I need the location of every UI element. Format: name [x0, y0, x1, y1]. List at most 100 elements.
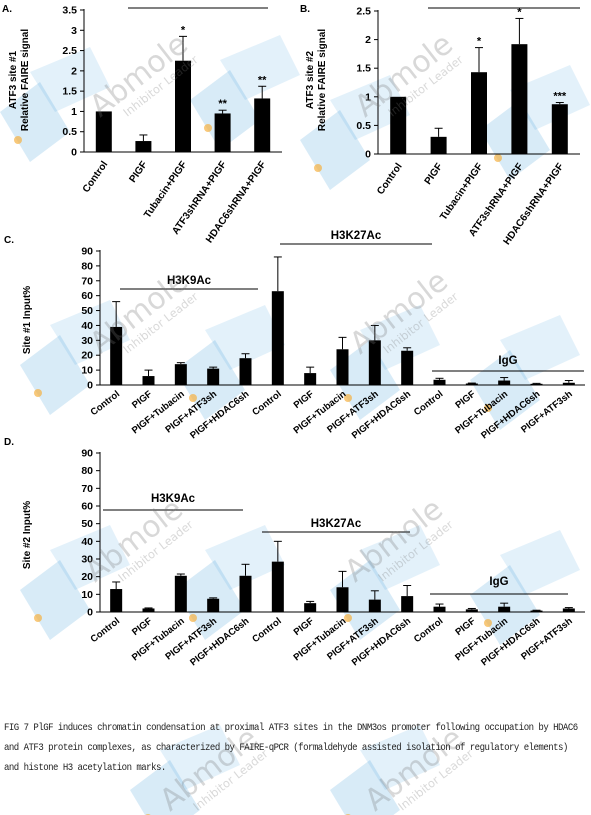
y-tick-label: 2.5 [62, 45, 77, 57]
bar [207, 598, 220, 612]
bar [254, 98, 271, 152]
bar [368, 599, 381, 612]
watermark-logo-dot [344, 394, 352, 402]
group-label: H3K9Ac [167, 275, 212, 287]
watermark-logo-shape [300, 110, 370, 190]
watermark-logo-dot [14, 136, 22, 144]
watermark-logo-shape [330, 560, 400, 640]
watermark-logo-shape [470, 350, 540, 430]
category-label: PIGF [453, 616, 477, 638]
significance-mark: *** [553, 91, 567, 103]
y-tick-label: 60 [81, 290, 93, 302]
bar [336, 349, 349, 385]
y-tick-label: 90 [81, 448, 93, 460]
category-label: PIGF [292, 616, 316, 638]
y-tick-label: 2.5 [356, 6, 371, 18]
y-tick-label: 1.5 [62, 86, 77, 98]
y-axis-label: Site #1 Input% [22, 286, 33, 354]
bar [95, 111, 112, 152]
watermark-logo-dot [494, 154, 502, 162]
y-tick-label: 10 [81, 589, 93, 601]
category-label: Tubacin+PIGF [142, 159, 189, 220]
watermark-logo-dot [204, 124, 212, 132]
category-label: Control [89, 616, 122, 645]
y-tick-label: 0 [365, 149, 371, 161]
watermark-logo-shape [360, 725, 440, 790]
watermark-logo-shape [360, 525, 440, 590]
y-tick-label: 50 [81, 305, 93, 317]
bar [465, 609, 478, 612]
y-axis-label: Site #2 Input% [22, 501, 33, 569]
watermark-logo-dot [189, 394, 197, 402]
y-tick-label: 0.5 [62, 126, 77, 138]
y-axis-label-line: Site #2 Input% [22, 501, 33, 569]
bar [430, 136, 447, 154]
bar [551, 104, 568, 154]
group-label: H3K27Ac [331, 230, 382, 242]
watermark-logo-dot [484, 619, 492, 627]
watermark-logo-dot [189, 614, 197, 622]
category-label: Control [412, 616, 445, 645]
y-axis-label-line: ATF3 site #2 [305, 50, 316, 109]
significance-mark: * [181, 24, 186, 36]
bar [271, 291, 284, 385]
y-tick-label: 1 [365, 91, 371, 103]
watermark-logo-shape [500, 530, 580, 595]
category-label: PIGF [127, 159, 149, 184]
y-tick-label: 30 [81, 554, 93, 566]
bar [304, 603, 317, 612]
significance-mark: * [517, 6, 522, 18]
bar [530, 383, 543, 385]
y-tick-label: 1 [71, 106, 77, 118]
significance-mark: ** [218, 98, 227, 110]
group-label: IgG [489, 576, 508, 588]
bar [390, 96, 407, 154]
panel-label: D. [4, 437, 14, 448]
bar [401, 350, 414, 385]
watermark-logo-dot [34, 389, 42, 397]
watermark-logo-shape [205, 305, 285, 370]
watermark-logo-shape [510, 65, 590, 130]
y-tick-label: 10 [81, 365, 93, 377]
bar [498, 606, 511, 612]
y-tick-label: 40 [81, 536, 93, 548]
panel-label: A. [2, 4, 12, 15]
y-tick-label: 80 [81, 260, 93, 272]
bar [433, 379, 446, 385]
y-axis-label: ATF3 site #2 Relative FAIRE signal [305, 29, 328, 131]
y-tick-label: 80 [81, 465, 93, 477]
y-tick-label: 20 [81, 350, 93, 362]
bar [433, 606, 446, 612]
bar [110, 589, 123, 612]
y-tick-label: 40 [81, 320, 93, 332]
watermark-logo-dot [484, 404, 492, 412]
y-tick-label: 30 [81, 335, 93, 347]
bar [207, 368, 220, 385]
bar [239, 358, 252, 385]
bar [135, 141, 152, 152]
y-tick-label: 60 [81, 501, 93, 513]
category-label: Control [89, 389, 122, 418]
watermark-logo-shape [330, 760, 400, 815]
bar [174, 575, 187, 612]
watermark-logo-shape [20, 335, 90, 415]
category-label: Control [81, 159, 111, 195]
y-axis-label-line: Relative FAIRE signal [317, 29, 328, 131]
y-tick-label: 50 [81, 518, 93, 530]
y-tick-label: 2 [71, 65, 77, 77]
group-label: H3K9Ac [151, 493, 196, 505]
bar [214, 113, 231, 152]
category-label: PIGF [130, 616, 154, 638]
bar [465, 383, 478, 385]
category-label: Control [412, 389, 445, 418]
y-axis-label: ATF3 site #1 Relative FAIRE signal [8, 29, 31, 131]
panel-label: B. [300, 4, 310, 15]
y-tick-label: 1.5 [356, 63, 371, 75]
bar [239, 575, 252, 612]
y-tick-label: 20 [81, 571, 93, 583]
bar [110, 326, 123, 385]
y-tick-label: 3 [71, 25, 77, 37]
category-label: Control [250, 389, 283, 418]
bar [174, 364, 187, 385]
